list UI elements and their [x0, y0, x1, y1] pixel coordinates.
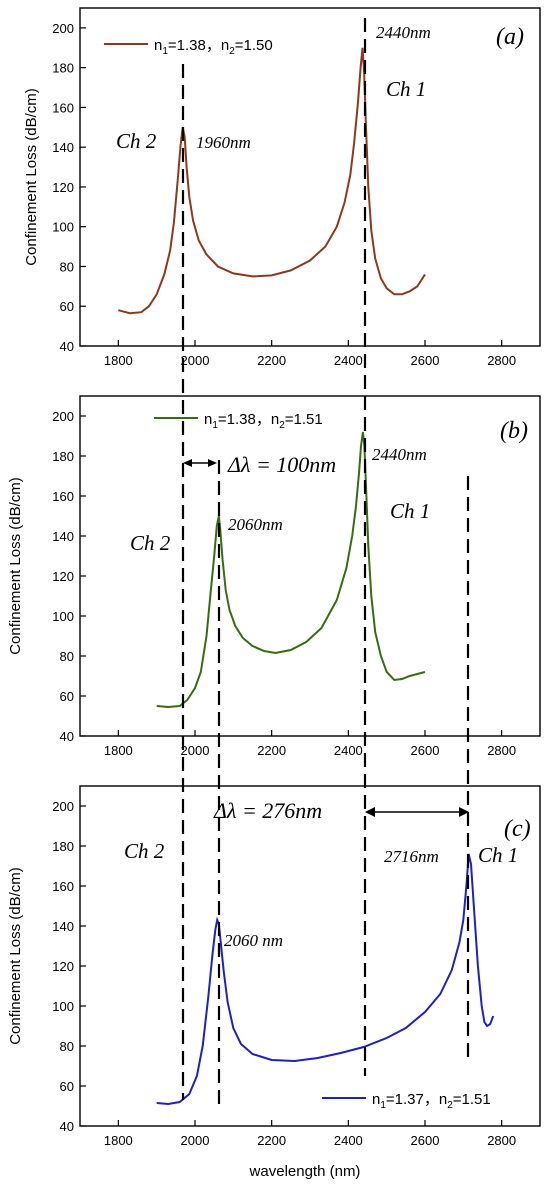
x-tick-label: 2600	[411, 743, 440, 758]
y-tick-label: 60	[60, 689, 74, 704]
axis-ticks: 1800 2000 2200 2400 2600 2800 40 60 80 100 120 140 1…	[52, 409, 516, 758]
y-tick-label: 160	[52, 879, 74, 894]
y-tick-label: 180	[52, 61, 74, 76]
legend: n1=1.37，n2=1.51	[322, 1091, 491, 1111]
x-tick-label: 2400	[334, 743, 363, 758]
delta-arrow-head-right	[208, 459, 217, 467]
panel-label: (b)	[500, 418, 528, 444]
y-tick-label: 140	[52, 140, 74, 155]
x-axis-label: wavelength (nm)	[249, 1163, 361, 1180]
annotation-wavelength-right: 2440nm	[372, 445, 427, 464]
y-tick-label: 180	[52, 839, 74, 854]
series-line	[118, 47, 426, 315]
y-tick-label: 120	[52, 959, 74, 974]
delta-arrow-head-left	[183, 459, 192, 467]
series-line	[156, 431, 426, 709]
y-tick-label: 120	[52, 569, 74, 584]
x-tick-label: 2800	[487, 743, 516, 758]
y-tick-label: 200	[52, 409, 74, 424]
panel-b: 1800 2000 2200 2400 2600 2800 40 60 80 100 120 140 1…	[7, 395, 541, 758]
legend: n1=1.38，n2=1.51	[154, 411, 323, 431]
panel-label: (a)	[496, 24, 524, 50]
legend-entry: n1=1.38，n2=1.50	[154, 37, 273, 57]
annotation-wavelength-left: 1960nm	[196, 133, 251, 152]
y-tick-label: 80	[60, 259, 74, 274]
legend: n1=1.38，n2=1.50	[104, 37, 273, 57]
annotation-ch2: Ch 2	[130, 531, 171, 555]
annotation-wavelength-right: 2716nm	[384, 847, 439, 866]
delta-arrow-head-left	[365, 807, 375, 817]
y-tick-label: 40	[60, 1119, 74, 1134]
annotation-ch1: Ch 1	[390, 499, 430, 523]
y-tick-label: 200	[52, 799, 74, 814]
y-tick-label: 100	[52, 609, 74, 624]
plot-frame	[79, 395, 541, 737]
x-tick-label: 2400	[334, 1133, 363, 1148]
annotation-wavelength-right: 2440nm	[376, 23, 431, 42]
y-tick-label: 100	[52, 220, 74, 235]
x-tick-label: 2600	[411, 1133, 440, 1148]
x-tick-label: 2000	[181, 1133, 210, 1148]
x-tick-label: 2000	[181, 353, 210, 368]
y-axis-label: Confinement Loss (dB/cm)	[23, 88, 40, 266]
delta-arrow	[365, 807, 469, 817]
panel-a: 1800 2000 2200 2400 2600 2800 40 60 80 100 120 140 1…	[23, 7, 541, 368]
annotation-delta: Δλ = 100nm	[227, 452, 336, 477]
y-tick-label: 140	[52, 529, 74, 544]
y-tick-label: 40	[60, 729, 74, 744]
delta-arrow	[183, 459, 217, 467]
y-axis-label: Confinement Loss (dB/cm)	[7, 477, 24, 655]
y-tick-label: 120	[52, 180, 74, 195]
x-tick-label: 1800	[104, 743, 133, 758]
y-tick-label: 60	[60, 1079, 74, 1094]
plot-frame	[79, 785, 541, 1127]
annotation-ch1: Ch 1	[478, 843, 518, 867]
annotation-wavelength-left: 2060 nm	[224, 931, 283, 950]
panel-label: (c)	[504, 816, 531, 842]
x-tick-label: 2200	[257, 353, 286, 368]
y-tick-label: 60	[60, 299, 74, 314]
y-tick-label: 160	[52, 489, 74, 504]
x-tick-label: 2800	[487, 1133, 516, 1148]
x-tick-label: 2200	[257, 743, 286, 758]
y-tick-label: 180	[52, 449, 74, 464]
x-tick-label: 1800	[104, 353, 133, 368]
y-tick-label: 80	[60, 1039, 74, 1054]
x-tick-label: 2000	[181, 743, 210, 758]
reference-lines	[181, 18, 470, 1106]
y-tick-label: 100	[52, 999, 74, 1014]
plot-frame	[79, 7, 541, 347]
series-line	[156, 853, 495, 1106]
x-tick-label: 2800	[487, 353, 516, 368]
delta-arrow-head-right	[459, 807, 469, 817]
y-tick-label: 80	[60, 649, 74, 664]
legend-entry: n1=1.38，n2=1.51	[204, 411, 323, 431]
legend-entry: n1=1.37，n2=1.51	[372, 1091, 491, 1111]
x-tick-label: 1800	[104, 1133, 133, 1148]
y-tick-label: 160	[52, 100, 74, 115]
annotation-ch1: Ch 1	[386, 77, 426, 101]
y-tick-label: 200	[52, 21, 74, 36]
annotation-wavelength-left: 2060nm	[228, 515, 283, 534]
y-tick-label: 40	[60, 339, 74, 354]
annotation-delta: Δλ = 276nm	[213, 798, 322, 823]
x-tick-label: 2200	[257, 1133, 286, 1148]
axis-ticks: 1800 2000 2200 2400 2600 2800 40 60 80 100 120 140 1…	[52, 799, 516, 1148]
annotation-ch2: Ch 2	[124, 839, 165, 863]
x-tick-label: 2600	[411, 353, 440, 368]
axis-ticks: 1800 2000 2200 2400 2600 2800 40 60 80 100 120 140 1…	[52, 21, 516, 368]
annotation-ch2: Ch 2	[116, 129, 157, 153]
y-axis-label: Confinement Loss (dB/cm)	[7, 867, 24, 1045]
y-tick-label: 140	[52, 919, 74, 934]
x-tick-label: 2400	[334, 353, 363, 368]
panel-c: 1800 2000 2200 2400 2600 2800 40 60 80 100 120 140 1…	[7, 785, 541, 1180]
